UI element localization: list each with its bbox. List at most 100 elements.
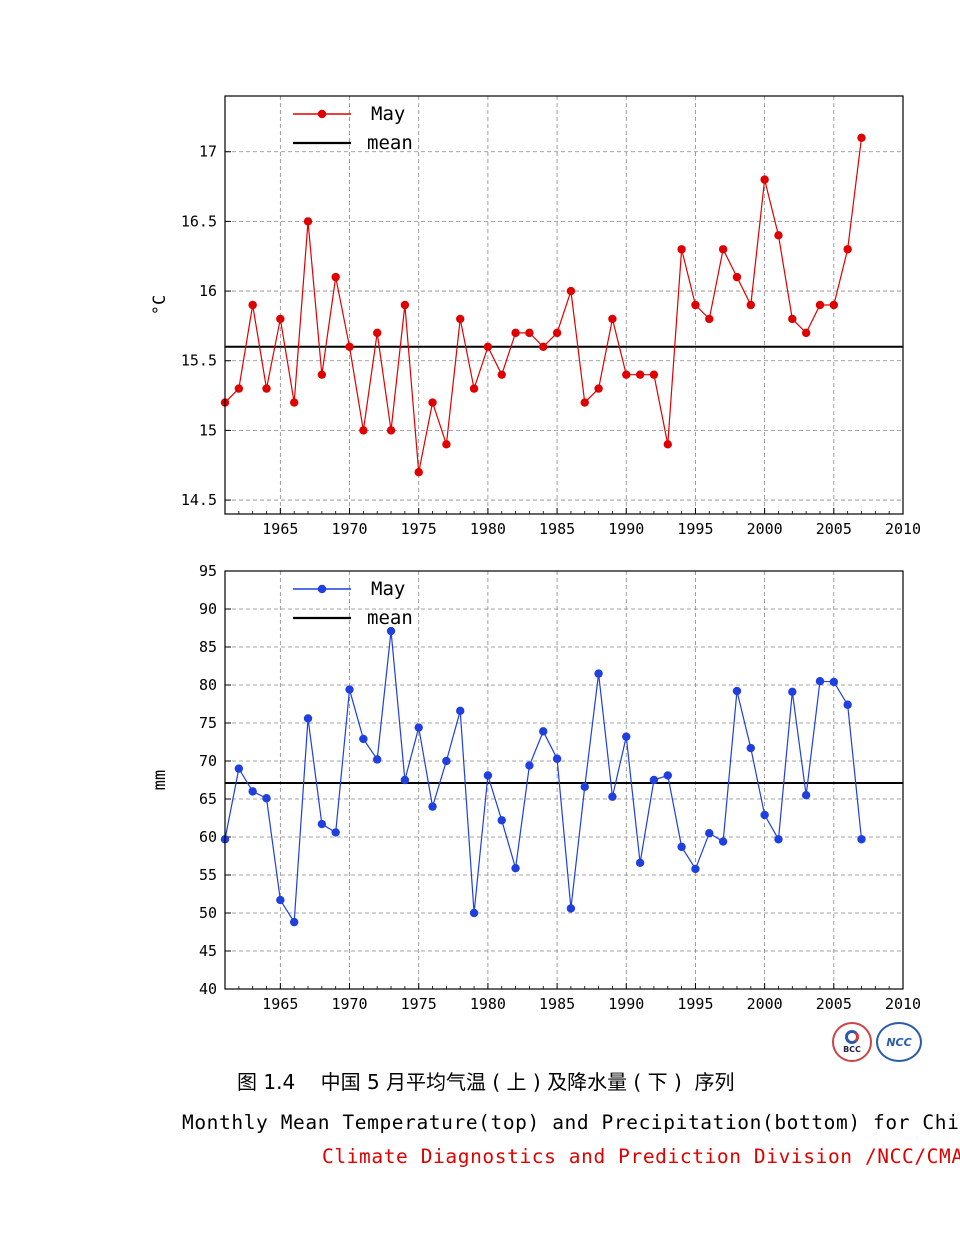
- legend-series-label: May: [371, 578, 405, 600]
- data-point: [580, 398, 589, 407]
- data-point: [359, 734, 368, 744]
- data-point: [649, 775, 659, 785]
- data-point: [511, 328, 520, 338]
- data-point: [497, 370, 506, 379]
- data-point: [801, 328, 811, 338]
- data-point: [774, 231, 783, 240]
- data-point: [622, 732, 631, 741]
- y-tick-label: 40: [199, 980, 217, 998]
- data-point: [760, 810, 769, 820]
- y-tick-label: 95: [199, 562, 217, 580]
- data-point: [857, 835, 866, 844]
- y-axis-label: °C: [150, 295, 170, 315]
- ncc-logo: NCC: [876, 1022, 922, 1062]
- data-point: [788, 314, 797, 324]
- data-point: [303, 217, 313, 226]
- data-point: [289, 398, 299, 407]
- x-tick-label: 2005: [816, 995, 852, 1013]
- x-tick-label: 1990: [608, 995, 644, 1013]
- caption-chinese: 图 1.4 中国 5 月平均气温 ( 上 ) 及降水量 ( 下 ) 序列: [237, 1070, 735, 1094]
- data-point: [525, 761, 534, 770]
- data-point: [718, 837, 728, 846]
- data-point: [234, 384, 244, 393]
- x-tick-label: 2000: [747, 520, 783, 538]
- data-point: [317, 819, 327, 829]
- y-tick-label: 85: [199, 638, 217, 656]
- y-tick-label: 16.5: [181, 212, 217, 230]
- data-point: [525, 328, 534, 338]
- data-point: [774, 835, 783, 844]
- x-tick-label: 1995: [677, 520, 713, 538]
- data-point: [483, 771, 493, 780]
- data-point: [414, 468, 423, 477]
- x-tick-label: 2010: [885, 995, 921, 1013]
- data-point: [345, 685, 354, 694]
- legend-mean-label: mean: [367, 132, 413, 154]
- data-point: [635, 858, 645, 868]
- data-point: [539, 342, 548, 351]
- data-point: [373, 755, 382, 764]
- y-tick-label: 90: [199, 600, 217, 618]
- data-point: [456, 314, 465, 324]
- data-point: [691, 300, 700, 310]
- y-tick-label: 45: [199, 942, 217, 960]
- bcc-logo: BCC: [832, 1022, 872, 1062]
- data-point: [829, 300, 839, 310]
- x-tick-label: 1985: [539, 520, 575, 538]
- data-point: [788, 687, 797, 697]
- data-point: [303, 714, 313, 723]
- series-line: [224, 630, 863, 925]
- data-point: [552, 754, 562, 763]
- series-line: [224, 137, 863, 473]
- data-point: [843, 700, 852, 709]
- data-point: [262, 794, 271, 803]
- data-point: [718, 245, 728, 254]
- data-point: [815, 300, 825, 310]
- y-tick-label: 16: [199, 282, 217, 300]
- data-point: [539, 727, 548, 736]
- data-point: [276, 314, 285, 324]
- data-point: [456, 706, 465, 716]
- data-point: [483, 342, 493, 351]
- x-tick-label: 1980: [470, 520, 506, 538]
- x-tick-label: 1970: [331, 995, 367, 1013]
- data-point: [705, 314, 714, 324]
- data-point: [677, 842, 686, 852]
- y-tick-label: 14.5: [181, 491, 217, 509]
- x-tick-label: 1965: [262, 995, 298, 1013]
- y-tick-label: 50: [199, 904, 217, 922]
- data-point: [566, 904, 576, 913]
- data-point: [857, 133, 866, 142]
- data-point: [746, 300, 755, 310]
- data-point: [442, 440, 451, 449]
- data-point: [400, 775, 410, 785]
- y-tick-label: 60: [199, 828, 217, 846]
- y-tick-label: 65: [199, 790, 217, 808]
- x-tick-label: 1970: [331, 520, 367, 538]
- data-point: [622, 370, 631, 379]
- legend-series-marker: [317, 584, 327, 594]
- data-point: [732, 272, 742, 282]
- data-point: [635, 370, 645, 379]
- data-point: [497, 816, 506, 825]
- ncc-logo-text: NCC: [886, 1035, 912, 1049]
- data-point: [580, 782, 589, 792]
- data-point: [345, 342, 354, 351]
- x-tick-label: 1965: [262, 520, 298, 538]
- y-tick-label: 15.5: [181, 352, 217, 370]
- data-point: [248, 787, 257, 796]
- data-point: [760, 175, 769, 184]
- data-point: [428, 802, 437, 811]
- bcc-emblem-icon: [845, 1030, 859, 1044]
- data-point: [594, 384, 603, 393]
- data-point: [331, 272, 340, 282]
- data-point: [248, 300, 257, 310]
- data-point: [276, 895, 285, 905]
- data-point: [386, 426, 396, 435]
- data-point: [234, 764, 244, 773]
- data-point: [317, 370, 327, 379]
- data-point: [511, 863, 520, 873]
- plot-frame: [224, 95, 904, 515]
- y-tick-label: 70: [199, 752, 217, 770]
